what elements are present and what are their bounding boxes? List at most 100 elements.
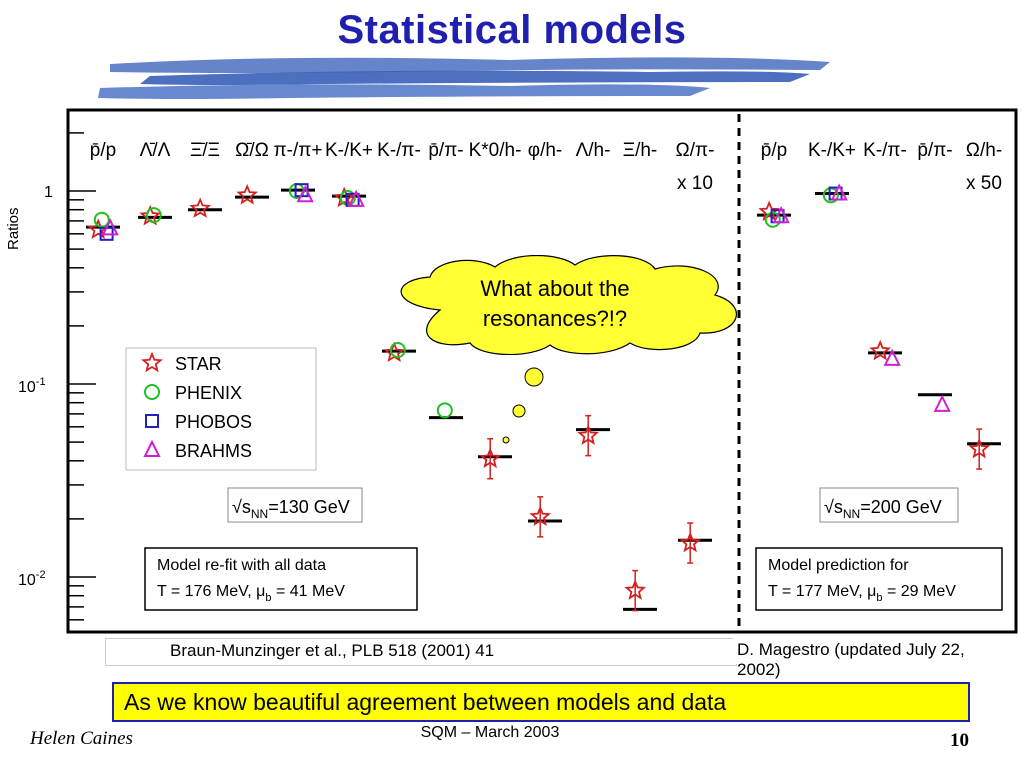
phenix-marker [93, 211, 110, 228]
phenix-marker [144, 384, 160, 400]
legend-item-phobos [145, 414, 159, 428]
category-label: Ω̄/Ω [235, 140, 269, 161]
reference-right: D. Magestro (updated July 22, 2002) [737, 640, 965, 679]
energy-box-frame [819, 487, 959, 523]
legend-label: PHOBOS [175, 412, 252, 432]
model-box-line: T = 176 MeV, μb = 41 MeV [157, 583, 345, 604]
legend-item-brahms [143, 439, 161, 457]
category-label: K-/π- [863, 140, 907, 161]
star-marker [679, 531, 702, 553]
data-point-brahms [830, 183, 848, 201]
legend-item-phenix [144, 384, 160, 400]
legend-label: PHENIX [175, 383, 242, 403]
category-label: Ω/h- [966, 140, 1002, 161]
reference-left-box: Braun-Munzinger et al., PLB 518 (2001) 4… [105, 638, 737, 666]
category-multiplier: x 50 [966, 173, 1002, 194]
data-point-brahms [883, 348, 901, 366]
star-marker [968, 437, 991, 459]
star-marker [479, 447, 502, 468]
thought-cloud-callout [400, 255, 737, 355]
brahms-marker [347, 189, 365, 207]
star-marker [529, 505, 552, 527]
category-multiplier: x 10 [677, 173, 713, 194]
star-marker [141, 351, 163, 373]
data-point-star [968, 428, 991, 470]
plot-frame [66, 108, 1018, 634]
footer-author: Helen Caines [30, 728, 133, 749]
category-label: Λ̄/Λ [140, 140, 171, 161]
data-point-phenix [93, 211, 110, 228]
summary-banner: As we know beautiful agreement between m… [112, 682, 970, 722]
reference-left: Braun-Munzinger et al., PLB 518 (2001) 4… [170, 641, 495, 660]
brahms-marker [883, 348, 901, 366]
category-label: K*0/h- [469, 140, 522, 161]
model-box-line: Model re-fit with all data [157, 557, 326, 574]
phenix-marker [389, 342, 406, 359]
star-marker [869, 339, 892, 361]
category-label: p̄/p [761, 140, 787, 161]
category-label: π-/π+ [274, 140, 323, 161]
y-tick-label: 1 [44, 184, 53, 201]
callout-line-2: resonances?!? [482, 306, 628, 331]
model-box-line: Model prediction for [768, 557, 909, 574]
data-point-phenix [389, 342, 406, 359]
callout-line-1: What about the [480, 276, 630, 301]
category-label: Ξ̄/Ξ [190, 140, 220, 161]
data-point-brahms [101, 218, 119, 236]
star-marker [758, 200, 781, 222]
phenix-marker [436, 402, 453, 419]
callout-text: What about the resonances?!? [425, 274, 685, 334]
brahms-marker [830, 183, 848, 201]
data-point-phenix [764, 211, 781, 228]
category-label: K-/K+ [808, 140, 856, 161]
page-number: 10 [950, 730, 969, 751]
thought-bubble [502, 436, 510, 444]
data-point-phenix [145, 207, 162, 224]
brahms-marker [101, 218, 119, 236]
energy-box-frame [227, 487, 363, 523]
data-point-brahms [347, 189, 365, 207]
brahms-marker [143, 439, 161, 457]
star-marker [333, 186, 356, 208]
brahms-marker [772, 206, 790, 224]
data-point-brahms [296, 185, 314, 203]
y-tick-label: 10-1 [18, 376, 46, 396]
title-brush-stroke [98, 57, 830, 99]
model-box-line: T = 177 MeV, μb = 29 MeV [768, 583, 956, 604]
category-label: K-/K+ [325, 140, 373, 161]
category-label: p̄/p [90, 140, 116, 161]
model-box-frame [144, 547, 418, 611]
star-marker [236, 183, 259, 205]
data-point-star [333, 186, 356, 208]
slide-title: Statistical models [337, 8, 687, 52]
category-label: p̄/π- [917, 140, 952, 161]
star-marker [624, 579, 647, 600]
reference-right-box: D. Magestro (updated July 22, 2002) [733, 638, 1016, 679]
star-marker [577, 424, 600, 445]
category-label: Ξ/h- [623, 140, 658, 161]
footer-event: SQM – March 2003 [420, 724, 560, 741]
category-label: Λ/h- [576, 140, 611, 161]
data-point-star [624, 569, 647, 612]
data-point-star [236, 183, 259, 205]
phenix-marker [764, 211, 781, 228]
energy-label-box [227, 487, 363, 523]
category-label: p̄/π- [428, 140, 463, 161]
legend-label: STAR [175, 354, 222, 374]
category-label: K-/π- [377, 140, 421, 161]
phenix-marker [145, 207, 162, 224]
legend [125, 347, 317, 471]
data-point-brahms [772, 206, 790, 224]
data-point-phenix [436, 402, 453, 419]
data-point-star [758, 200, 781, 222]
legend-item-star [141, 351, 163, 373]
data-point-brahms [933, 394, 951, 412]
brahms-marker [933, 394, 951, 412]
y-axis-label: Ratios [5, 207, 22, 250]
category-label: Ω/π- [676, 140, 715, 161]
brahms-marker [296, 185, 314, 203]
model-box-frame [755, 547, 1003, 611]
legend-label: BRAHMS [175, 441, 252, 461]
data-point-star [189, 197, 212, 218]
